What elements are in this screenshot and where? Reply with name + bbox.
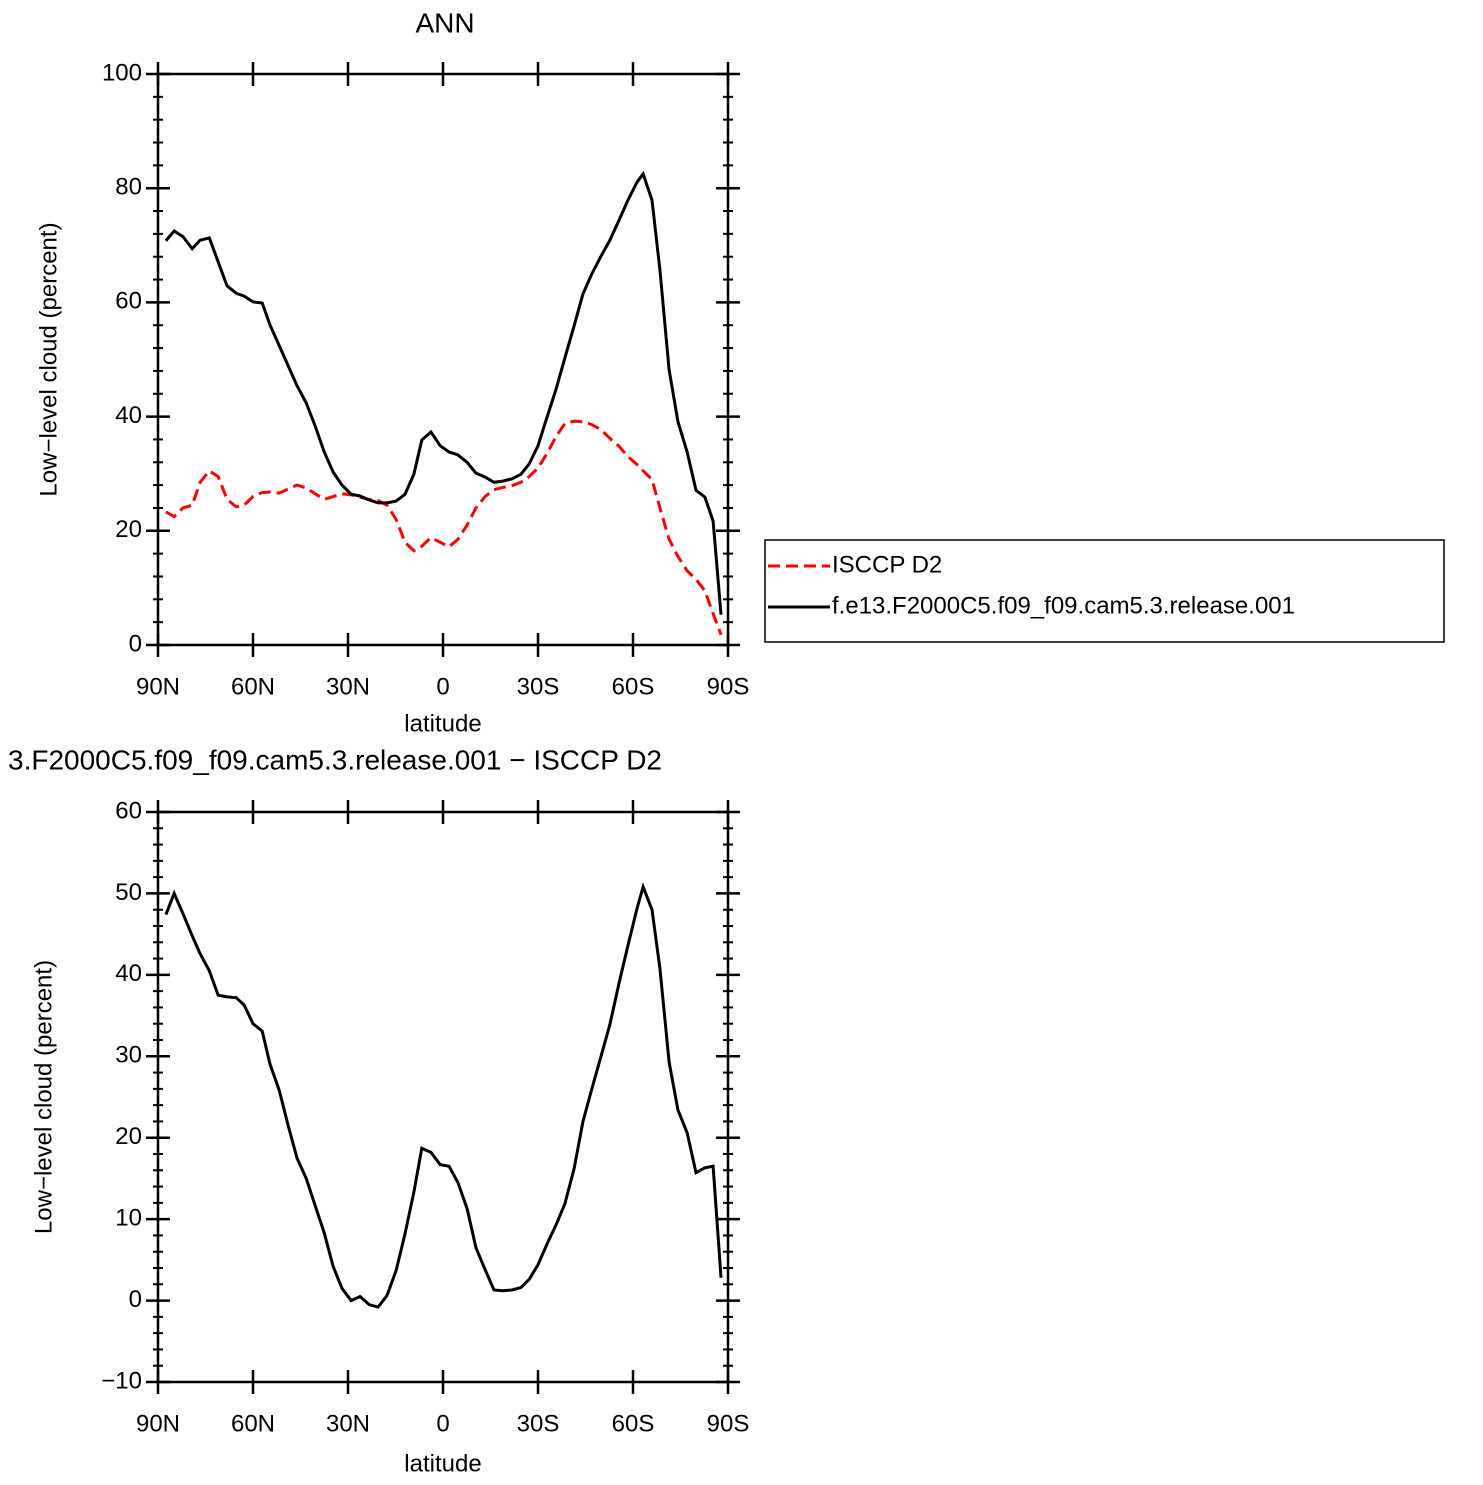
data-line xyxy=(164,882,723,1309)
legend-label: ISCCP D2 xyxy=(832,551,942,578)
x-tick-label: 30S xyxy=(517,673,560,700)
x-tick-label: 0 xyxy=(436,1410,449,1437)
x-tick-label: 30S xyxy=(517,1410,560,1437)
data-line xyxy=(164,170,723,615)
chart-title: 3.F2000C5.f09_f09.cam5.3.release.001 − I… xyxy=(8,744,662,775)
x-tick-label: 0 xyxy=(436,673,449,700)
x-tick-label: 90S xyxy=(707,1410,750,1437)
legend-box xyxy=(764,539,1445,643)
x-tick-label: 90S xyxy=(707,673,750,700)
y-axis-label: Low−level cloud (percent) xyxy=(35,222,62,496)
y-tick-label: 100 xyxy=(102,59,142,86)
y-tick-label: −10 xyxy=(101,1367,142,1394)
y-tick-label: 40 xyxy=(115,402,142,429)
plot-frame xyxy=(156,810,730,1384)
x-tick-label: 90N xyxy=(136,1410,180,1437)
y-tick-label: 60 xyxy=(115,797,142,824)
y-tick-label: 80 xyxy=(115,174,142,201)
x-axis-label: latitude xyxy=(404,710,481,737)
data-line xyxy=(165,419,723,636)
x-tick-label: 30N xyxy=(326,673,370,700)
y-tick-label: 30 xyxy=(115,1042,142,1069)
chart-title: ANN xyxy=(415,7,474,38)
y-tick-label: 20 xyxy=(115,1123,142,1150)
y-tick-label: 0 xyxy=(129,630,142,657)
y-tick-label: 60 xyxy=(115,288,142,315)
x-tick-label: 30N xyxy=(326,1410,370,1437)
y-tick-label: 40 xyxy=(115,960,142,987)
plot-frame xyxy=(156,72,730,647)
legend-label: f.e13.F2000C5.f09_f09.cam5.3.release.001 xyxy=(832,592,1295,619)
y-tick-label: 20 xyxy=(115,516,142,543)
x-axis-label: latitude xyxy=(404,1450,481,1477)
y-tick-label: 10 xyxy=(115,1204,142,1231)
x-tick-label: 60N xyxy=(231,673,275,700)
x-tick-label: 60S xyxy=(612,1410,655,1437)
x-tick-label: 90N xyxy=(136,673,180,700)
x-tick-label: 60N xyxy=(231,1410,275,1437)
y-axis-label: Low−level cloud (percent) xyxy=(30,960,57,1234)
y-tick-label: 0 xyxy=(129,1286,142,1313)
y-tick-label: 50 xyxy=(115,879,142,906)
x-tick-label: 60S xyxy=(612,673,655,700)
